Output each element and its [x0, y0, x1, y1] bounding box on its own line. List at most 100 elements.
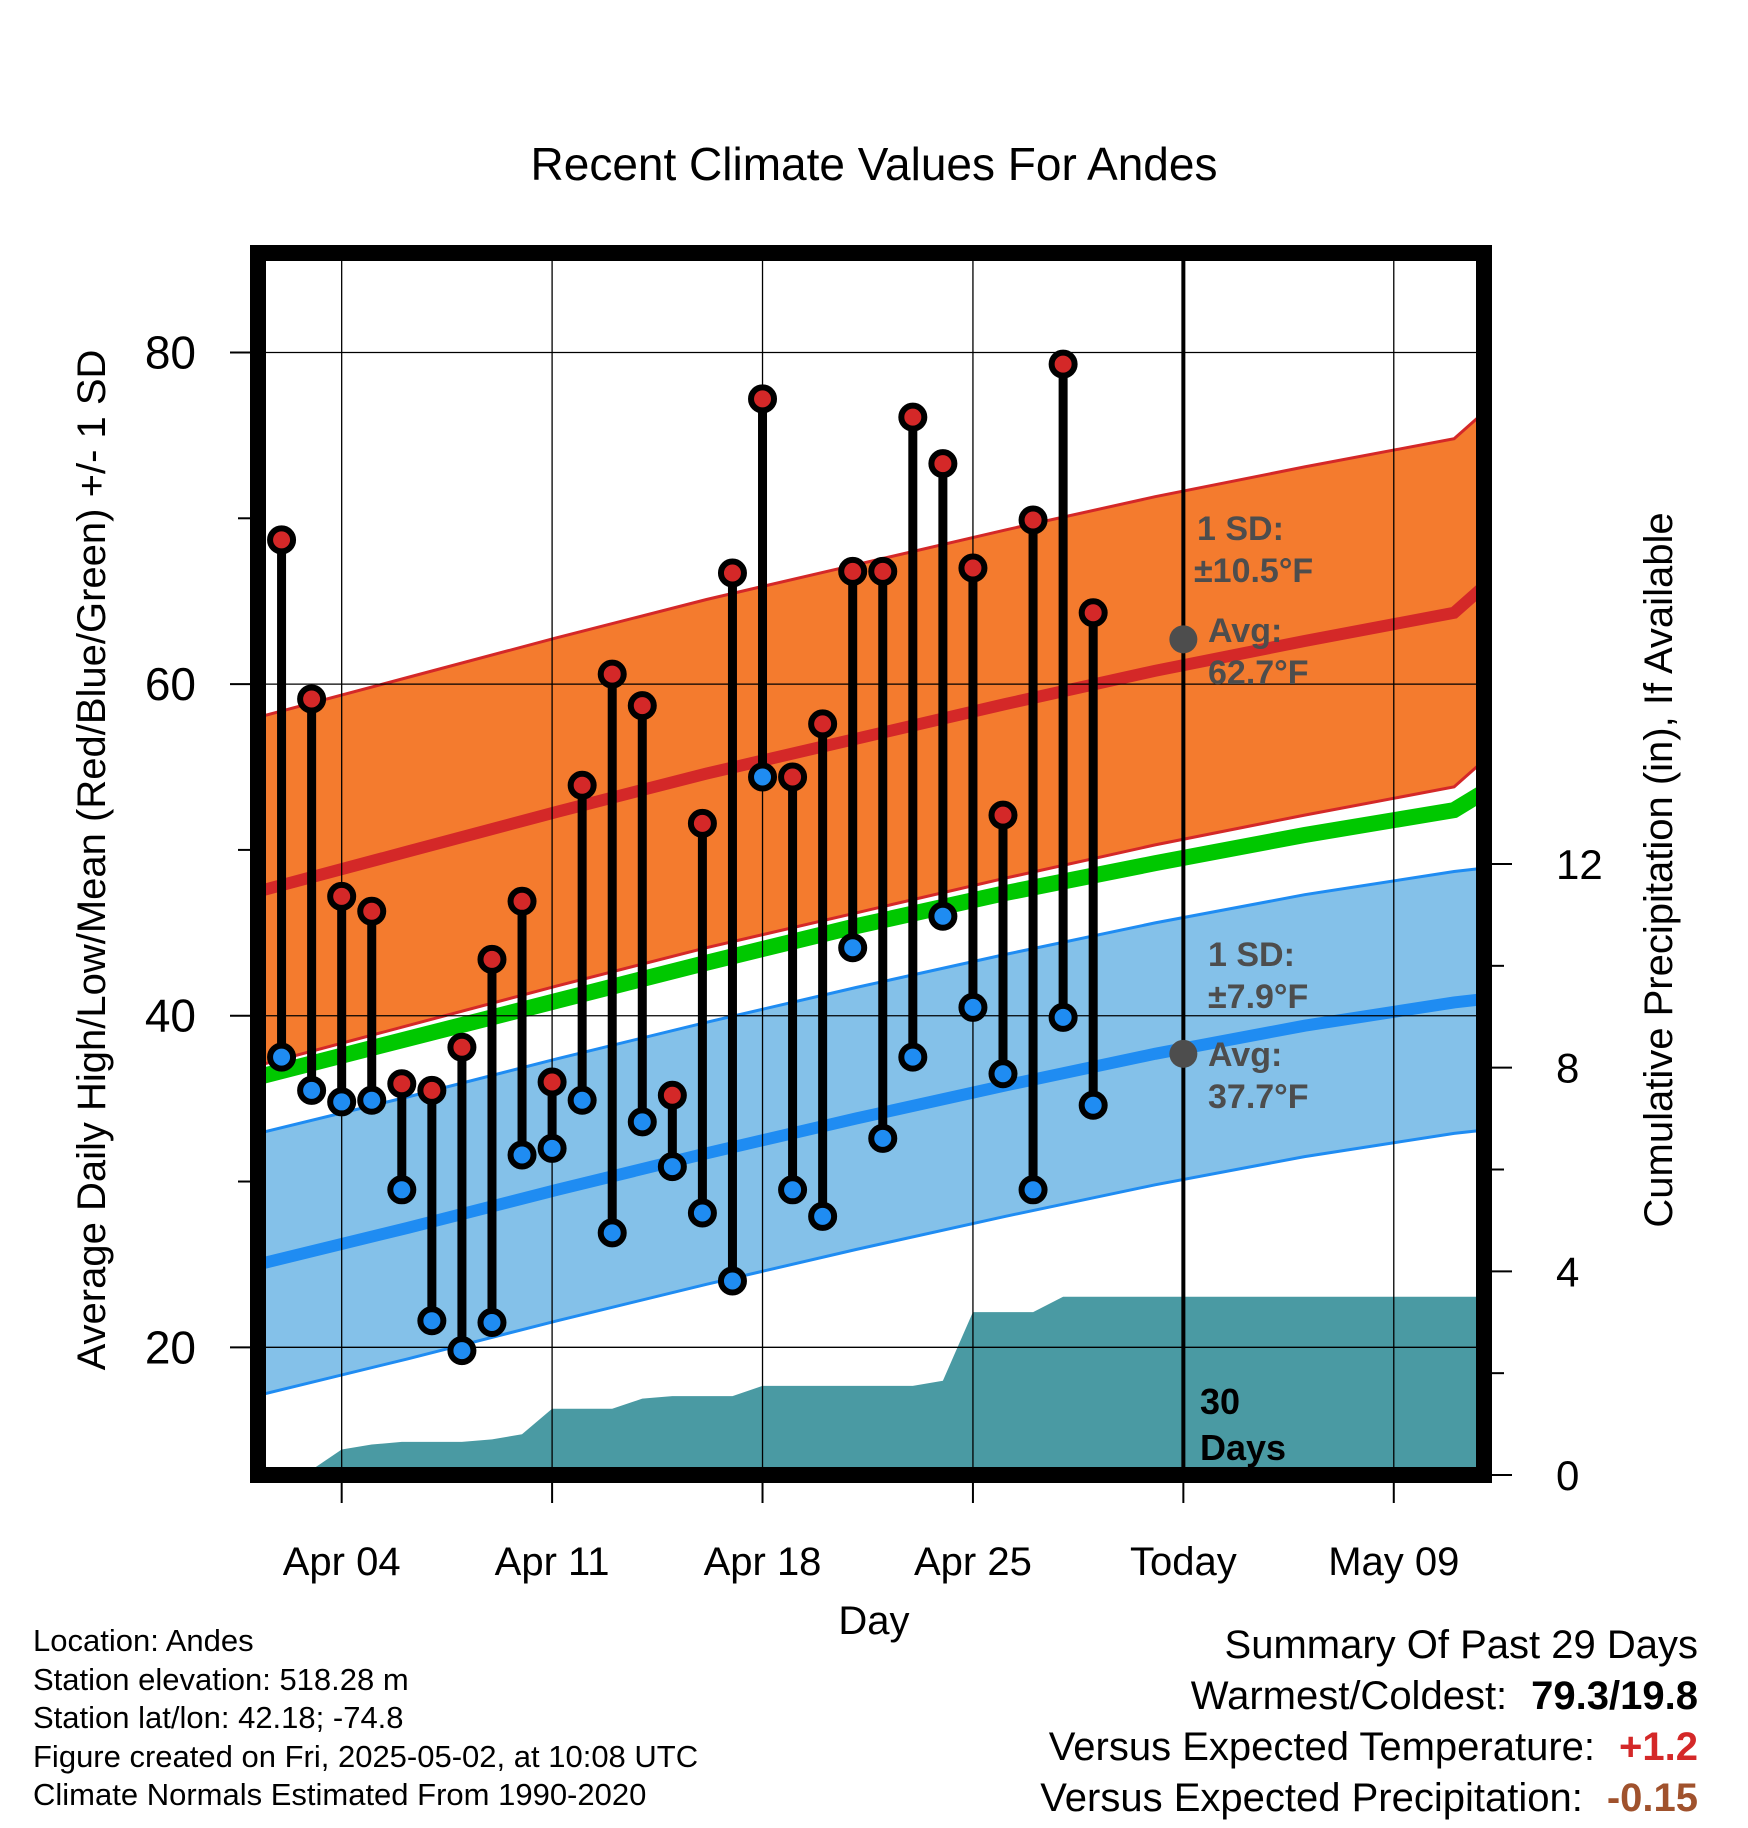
obs-low-dot-14 [627, 1107, 657, 1137]
today-days-label-1: Days [1200, 1427, 1286, 1468]
obs-low-dot-5 [357, 1085, 387, 1115]
obs-high-dot-3 [297, 684, 327, 714]
obs-high-dot-16 [687, 808, 717, 838]
x-axis-label: Day [838, 1599, 909, 1643]
obs-high-dot-13 [597, 659, 627, 689]
obs-high-dot-12 [567, 770, 597, 800]
obs-high-dot-22 [868, 556, 898, 586]
obs-low-dot-21 [838, 933, 868, 963]
obs-high-dot-7 [417, 1075, 447, 1105]
obs-low-dot-24 [928, 901, 958, 931]
chart-title: Recent Climate Values For Andes [531, 138, 1218, 190]
info-elevation: Station elevation: 518.28 m [33, 1661, 409, 1697]
obs-high-dot-5 [357, 896, 387, 926]
obs-low-dot-29 [1078, 1090, 1108, 1120]
obs-low-dot-23 [898, 1042, 928, 1072]
obs-high-dot-18 [748, 384, 778, 414]
obs-high-dot-27 [1018, 505, 1048, 535]
obs-high-dot-6 [387, 1069, 417, 1099]
station-info: Location: Andes Station elevation: 518.2… [33, 1622, 698, 1815]
high-band-lower-edge [258, 759, 1484, 1067]
obs-high-dot-15 [657, 1080, 687, 1110]
precip-anomaly-value: -0.15 [1606, 1776, 1698, 1820]
high-avg-marker [1169, 625, 1198, 654]
x-tick-label-1: Apr 11 [495, 1540, 610, 1584]
y-tick-label-3: 80 [145, 326, 196, 378]
info-location: Location: Andes [33, 1623, 254, 1658]
obs-low-dot-4 [327, 1087, 357, 1117]
y-right-tick-label-1: 4 [1556, 1248, 1579, 1295]
obs-low-dot-2 [267, 1042, 297, 1072]
obs-high-dot-10 [507, 886, 537, 916]
precip-area [258, 1296, 1484, 1475]
obs-low-dot-26 [988, 1059, 1018, 1089]
obs-low-dot-16 [687, 1198, 717, 1228]
high-avg-value: 62.7°F [1208, 654, 1309, 692]
obs-high-dot-21 [838, 556, 868, 586]
obs-low-dot-10 [507, 1140, 537, 1170]
obs-low-dot-15 [657, 1152, 687, 1182]
obs-high-dot-24 [928, 449, 958, 479]
obs-high-dot-25 [958, 553, 988, 583]
x-tick-label-5: May 09 [1328, 1540, 1459, 1584]
obs-low-dot-13 [597, 1218, 627, 1248]
low-band-lower-edge [258, 1128, 1484, 1397]
obs-high-dot-19 [778, 762, 808, 792]
normal-low-line [258, 993, 1484, 1271]
x-tick-label-0: Apr 04 [283, 1540, 401, 1584]
high-avg-label: Avg: [1208, 612, 1282, 650]
low-band-upper-edge [258, 866, 1484, 1135]
obs-low-dot-8 [447, 1336, 477, 1366]
normal-high-line [258, 581, 1484, 898]
low-sd-label: 1 SD: [1208, 936, 1295, 974]
info-normals: Climate Normals Estimated From 1990-2020 [33, 1777, 647, 1812]
obs-low-dot-28 [1048, 1002, 1078, 1032]
obs-low-dot-9 [477, 1307, 507, 1337]
obs-high-dot-4 [327, 881, 357, 911]
x-tick-label-3: Apr 25 [914, 1540, 1032, 1584]
obs-low-dot-19 [778, 1175, 808, 1205]
obs-high-dot-8 [447, 1032, 477, 1062]
y-tick-label-2: 60 [145, 658, 196, 710]
y-tick-label-1: 40 [145, 990, 196, 1042]
x-tick-label-4: Today [1130, 1540, 1237, 1584]
obs-low-dot-7 [417, 1306, 447, 1336]
low-avg-marker [1169, 1039, 1198, 1068]
obs-low-dot-12 [567, 1085, 597, 1115]
obs-high-dot-20 [808, 709, 838, 739]
y-axis-label: Average Daily High/Low/Mean (Red/Blue/Gr… [70, 350, 114, 1371]
high-band-upper-edge [258, 411, 1484, 719]
high-sd-label: 1 SD: [1197, 510, 1284, 548]
obs-low-dot-18 [748, 762, 778, 792]
obs-high-dot-11 [537, 1067, 567, 1097]
obs-low-dot-27 [1018, 1175, 1048, 1205]
plot-frame [250, 245, 1492, 1483]
info-latlon: Station lat/lon: 42.18; -74.8 [33, 1700, 404, 1735]
obs-high-dot-14 [627, 691, 657, 721]
obs-high-dot-23 [898, 402, 928, 432]
y-right-tick-label-3: 12 [1556, 841, 1603, 888]
x-tick-label-2: Apr 18 [704, 1540, 822, 1584]
precip-anomaly-label: Versus Expected Precipitation: [1040, 1776, 1583, 1820]
obs-high-dot-17 [717, 558, 747, 588]
obs-low-dot-11 [537, 1133, 567, 1163]
high-sd-value: ±10.5°F [1194, 552, 1313, 590]
plot-area: 1 SD: ±10.5°F Avg: 62.7°F 1 SD: ±7.9°F Avg: 37.… [145, 245, 1603, 1584]
summary-panel: Summary Of Past 29 Days Warmest/Coldest:… [1040, 1620, 1698, 1824]
obs-high-dot-29 [1078, 598, 1108, 628]
y-axis-right-label: Cumulative Precipitation (in), If Availa… [1637, 512, 1681, 1227]
today-days-label-0: 30 [1200, 1381, 1240, 1422]
obs-high-dot-28 [1048, 349, 1078, 379]
info-created: Figure created on Fri, 2025-05-02, at 10… [33, 1738, 699, 1774]
obs-low-dot-20 [808, 1201, 838, 1231]
low-avg-label: Avg: [1208, 1036, 1282, 1074]
warm-cold-value: 79.3/19.8 [1531, 1674, 1698, 1718]
obs-high-dot-2 [267, 525, 297, 555]
warm-cold-label: Warmest/Coldest: [1190, 1674, 1508, 1718]
plot-content: 1 SD: ±10.5°F Avg: 62.7°F 1 SD: ±7.9°F Avg: 37.… [258, 253, 1484, 1475]
low-sd-value: ±7.9°F [1208, 978, 1308, 1016]
obs-high-dot-9 [477, 944, 507, 974]
obs-low-dot-17 [717, 1266, 747, 1296]
obs-low-dot-22 [868, 1123, 898, 1153]
obs-low-dot-25 [958, 992, 988, 1022]
